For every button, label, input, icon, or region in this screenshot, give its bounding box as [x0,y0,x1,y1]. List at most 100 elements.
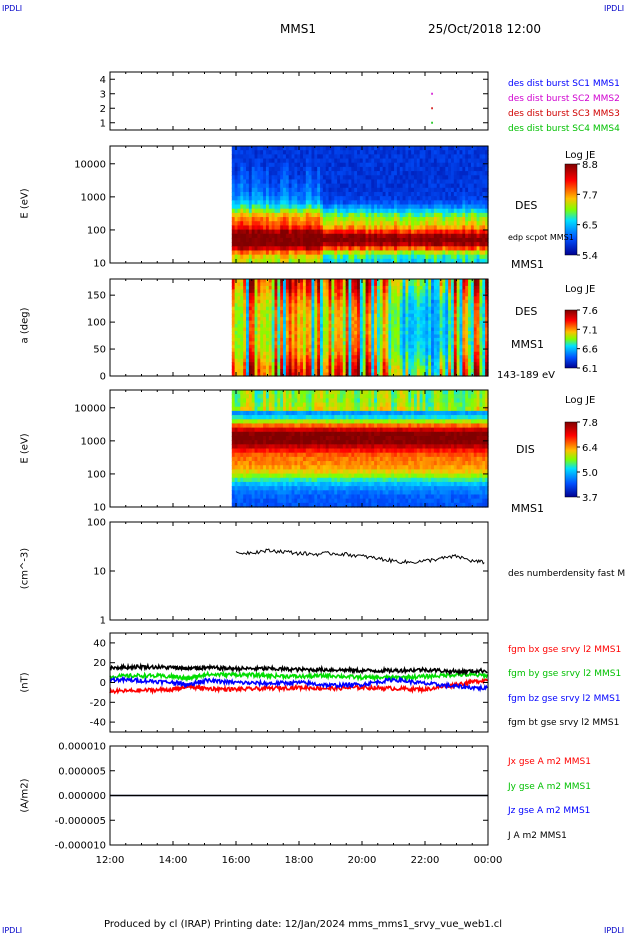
spectrogram-cell [265,179,270,185]
spectrogram-cell [445,242,449,247]
spectrogram-cell [385,166,389,172]
spectrogram-cell [459,337,463,342]
spectrogram-cell [428,200,432,206]
spectrogram-cell [305,306,310,311]
spectrogram-cell [439,258,444,264]
spectrogram-cell [288,162,293,168]
spectrogram-cell [445,362,449,367]
spectrogram-cell [436,191,441,197]
spectrogram-cell [237,282,241,287]
spectrogram-cell [450,369,455,374]
spectrogram-cell [368,254,372,260]
spectrogram-cell [425,208,429,214]
spectrogram-cell [448,303,452,308]
spectrogram-cell [260,341,264,346]
spectrogram-cell [445,372,449,377]
spectrogram-cell [322,296,327,301]
spectrogram-cell [382,365,387,370]
spectrogram-cell [465,337,469,342]
spectrogram-cell [337,303,341,308]
spectrogram-cell [237,369,241,374]
spectrogram-cell [271,183,276,189]
spectrogram-cell [382,369,387,374]
spectrogram-cell [476,254,481,260]
spectrogram-cell [314,187,318,193]
spectrogram-cell [379,369,384,374]
spectrogram-cell [368,250,372,256]
spectrogram-cell [297,196,301,201]
spectrogram-cell [339,200,344,206]
spectrogram-cell [465,196,469,201]
spectrogram-cell [391,221,395,226]
spectrogram-cell [479,341,483,346]
spectrogram-cell [388,225,392,231]
spectrogram-cell [479,158,483,164]
spectrogram-cell [337,317,341,322]
spectrogram-cell [374,351,378,356]
spectrogram-cell [322,324,327,329]
spectrogram-cell [274,196,278,201]
spectrogram-cell [280,171,284,176]
spectrogram-cell [325,229,330,235]
spectrogram-cell [339,204,344,210]
spectrogram-cell [365,175,370,181]
spectrogram-cell [308,362,313,367]
spectrogram-cell [411,166,415,172]
spectrogram-cell [339,246,344,252]
spectrogram-cell [365,369,370,374]
spectrogram-cell [297,237,301,243]
spectrogram-cell [476,246,481,252]
spectrogram-cell [388,327,392,332]
spectrogram-cell [271,369,276,374]
spectrogram-cell [374,225,378,231]
spectrogram-cell [359,217,364,222]
spectrogram-cell [391,229,395,235]
spectrogram-cell [470,179,475,185]
spectrogram-cell [357,166,361,172]
spectrogram-cell [359,358,364,363]
spectrogram-cell [263,171,267,176]
spectrogram-cell [462,246,466,252]
spectrogram-cell [359,317,364,322]
spectrogram-cell [283,296,287,301]
spectrogram-cell [450,317,455,322]
spectrogram-cell [248,212,253,218]
spectrogram-cell [448,158,452,164]
spectrogram-cell [359,337,364,342]
spectrogram-cell [300,303,304,308]
spectrogram-cell [371,330,375,336]
spectrogram-cell [322,351,327,356]
spectrogram-cell [339,362,344,367]
spectrogram-cell [231,208,236,214]
spectrogram-cell [291,150,296,155]
spectrogram-cell [271,292,276,297]
spectrogram-cell [368,289,372,294]
spectrogram-cell [433,289,438,294]
spectrogram-cell [325,258,330,264]
spectrogram-cell [357,196,361,201]
spectrogram-cell [485,217,489,222]
spectrogram-cell [294,306,298,311]
spectrogram-cell [237,344,241,349]
spectrogram-cell [280,317,284,322]
spectrogram-cell [394,179,398,185]
spectrogram-cell [237,187,241,193]
spectrogram-cell [388,150,392,155]
spectrogram-cell [445,175,449,181]
spectrogram-cell [339,355,344,360]
spectrogram-cell [396,282,401,287]
spectrogram-cell [448,355,452,360]
spectrogram-cell [254,250,259,256]
spectrogram-cell [473,150,478,155]
spectrogram-cell [357,254,361,260]
spectrogram-cell [359,221,364,226]
spectrogram-cell [422,191,426,197]
spectrogram-cell [448,362,452,367]
spectrogram-cell [413,154,418,160]
spectrogram-cell [465,187,469,193]
spectrogram-cell [277,166,281,172]
spectrogram-cell [482,258,486,264]
spectrogram-cell [385,154,389,160]
spectrogram-cell [271,171,276,176]
spectrogram-cell [376,175,381,181]
